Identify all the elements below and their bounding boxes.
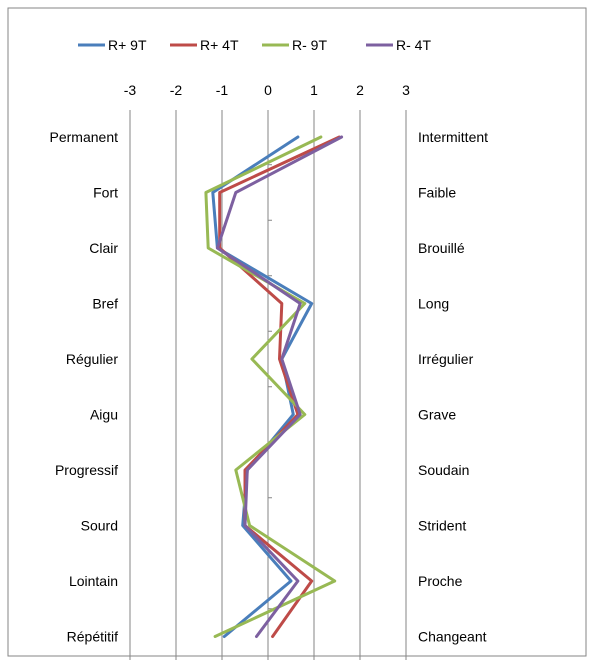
legend-label: R+ 4T (200, 37, 239, 53)
left-label: Régulier (66, 351, 118, 367)
right-label: Proche (418, 573, 463, 589)
left-label: Bref (92, 296, 118, 312)
left-label: Permanent (50, 129, 119, 145)
right-label: Changeant (418, 629, 487, 645)
left-label: Aigu (90, 407, 118, 423)
x-tick-label: -1 (216, 82, 229, 98)
legend-label: R- 9T (292, 37, 327, 53)
right-label: Strident (418, 518, 466, 534)
x-tick-label: -2 (170, 82, 183, 98)
left-label: Fort (93, 185, 118, 201)
x-tick-label: -3 (124, 82, 137, 98)
x-tick-label: 3 (402, 82, 410, 98)
x-tick-label: 1 (310, 82, 318, 98)
right-label: Brouillé (418, 240, 465, 256)
legend-label: R+ 9T (108, 37, 147, 53)
legend-label: R- 4T (396, 37, 431, 53)
right-label: Long (418, 296, 449, 312)
right-label: Soudain (418, 462, 469, 478)
right-label: Grave (418, 407, 456, 423)
right-label: Faible (418, 185, 456, 201)
right-label: Intermittent (418, 129, 488, 145)
right-label: Irrégulier (418, 351, 474, 367)
left-label: Répétitif (67, 629, 118, 645)
left-label: Progressif (55, 462, 118, 478)
x-tick-label: 2 (356, 82, 364, 98)
left-label: Sourd (81, 518, 118, 534)
left-label: Lointain (69, 573, 118, 589)
left-label: Clair (89, 240, 118, 256)
x-tick-label: 0 (264, 82, 272, 98)
